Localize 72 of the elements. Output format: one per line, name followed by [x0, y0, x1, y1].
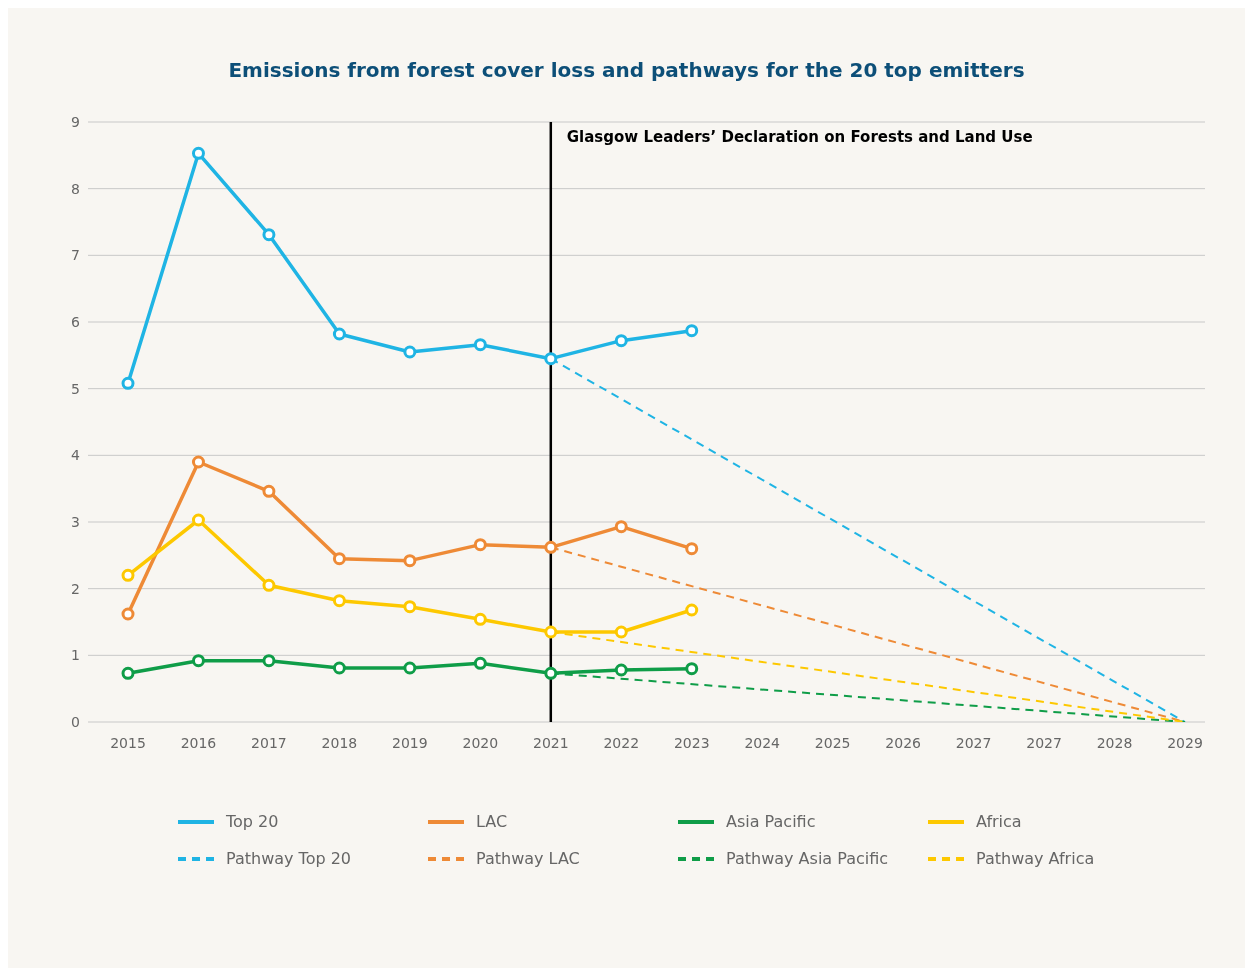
point — [473, 338, 487, 352]
x-tick-label: 2027 — [1026, 734, 1062, 751]
x-tick-label: 2028 — [1096, 734, 1133, 751]
point — [685, 662, 699, 676]
legend-label: Pathway Asia Pacific — [726, 849, 889, 868]
legend-label: Asia Pacific — [726, 812, 816, 831]
x-tick-label: 2016 — [180, 734, 217, 751]
point — [262, 228, 276, 242]
point — [473, 612, 487, 626]
point — [614, 663, 628, 677]
legend-label: Pathway Africa — [976, 849, 1095, 868]
point — [614, 625, 628, 639]
y-tick-label: 3 — [71, 513, 80, 530]
x-tick-label: 2018 — [321, 734, 358, 751]
x-tick-label: 2027 — [955, 734, 992, 751]
point — [121, 607, 135, 621]
x-tick-label: 2026 — [885, 734, 922, 751]
point — [403, 661, 417, 675]
point — [403, 554, 417, 568]
legend-label: LAC — [476, 812, 508, 831]
point — [685, 603, 699, 617]
legend-label: Africa — [976, 812, 1022, 831]
x-tick-label: 2029 — [1167, 734, 1203, 751]
point — [262, 654, 276, 668]
point — [262, 578, 276, 592]
y-tick-label: 5 — [71, 380, 80, 397]
x-tick-label: 2025 — [814, 734, 851, 751]
chart-title: Emissions from forest cover loss and pathways for the 20 top emitters — [227, 58, 1026, 82]
y-tick-label: 2 — [71, 580, 80, 597]
point — [685, 542, 699, 556]
point — [332, 661, 346, 675]
y-tick-label: 1 — [71, 647, 80, 664]
x-tick-label: 2020 — [462, 734, 499, 751]
point — [473, 538, 487, 552]
point — [544, 666, 558, 680]
x-tick-label: 2022 — [603, 734, 640, 751]
point — [262, 484, 276, 498]
x-tick-label: 2015 — [110, 734, 146, 751]
point — [191, 455, 205, 469]
point — [191, 654, 205, 668]
y-tick-label: 9 — [71, 113, 80, 130]
point — [121, 568, 135, 582]
x-tick-label: 2023 — [673, 734, 710, 751]
y-tick-label: 0 — [71, 713, 80, 730]
x-tick-label: 2024 — [744, 734, 781, 751]
point — [332, 594, 346, 608]
ref-line-label: Glasgow Leaders’ Declaration on Forests and Land Use — [566, 128, 1033, 146]
x-tick-label: 2017 — [251, 734, 287, 751]
point — [544, 352, 558, 366]
point — [121, 376, 135, 390]
x-tick-label: 2021 — [532, 734, 569, 751]
point — [191, 146, 205, 160]
y-tick-label: 4 — [71, 447, 81, 464]
x-tick-label: 2019 — [392, 734, 428, 751]
point — [403, 345, 417, 359]
legend-label: Pathway LAC — [476, 849, 580, 868]
point — [403, 600, 417, 614]
point — [121, 666, 135, 680]
point — [544, 540, 558, 554]
legend-label: Pathway Top 20 — [226, 849, 352, 868]
point — [332, 327, 346, 341]
point — [544, 625, 558, 639]
y-tick-label: 6 — [71, 313, 81, 330]
y-tick-label: 7 — [71, 247, 80, 264]
point — [191, 513, 205, 527]
y-tick-label: 8 — [71, 180, 80, 197]
point — [332, 552, 346, 566]
point — [614, 334, 628, 348]
point — [685, 324, 699, 338]
point — [614, 520, 628, 534]
legend-label: Top 20 — [226, 812, 279, 831]
point — [473, 656, 487, 670]
